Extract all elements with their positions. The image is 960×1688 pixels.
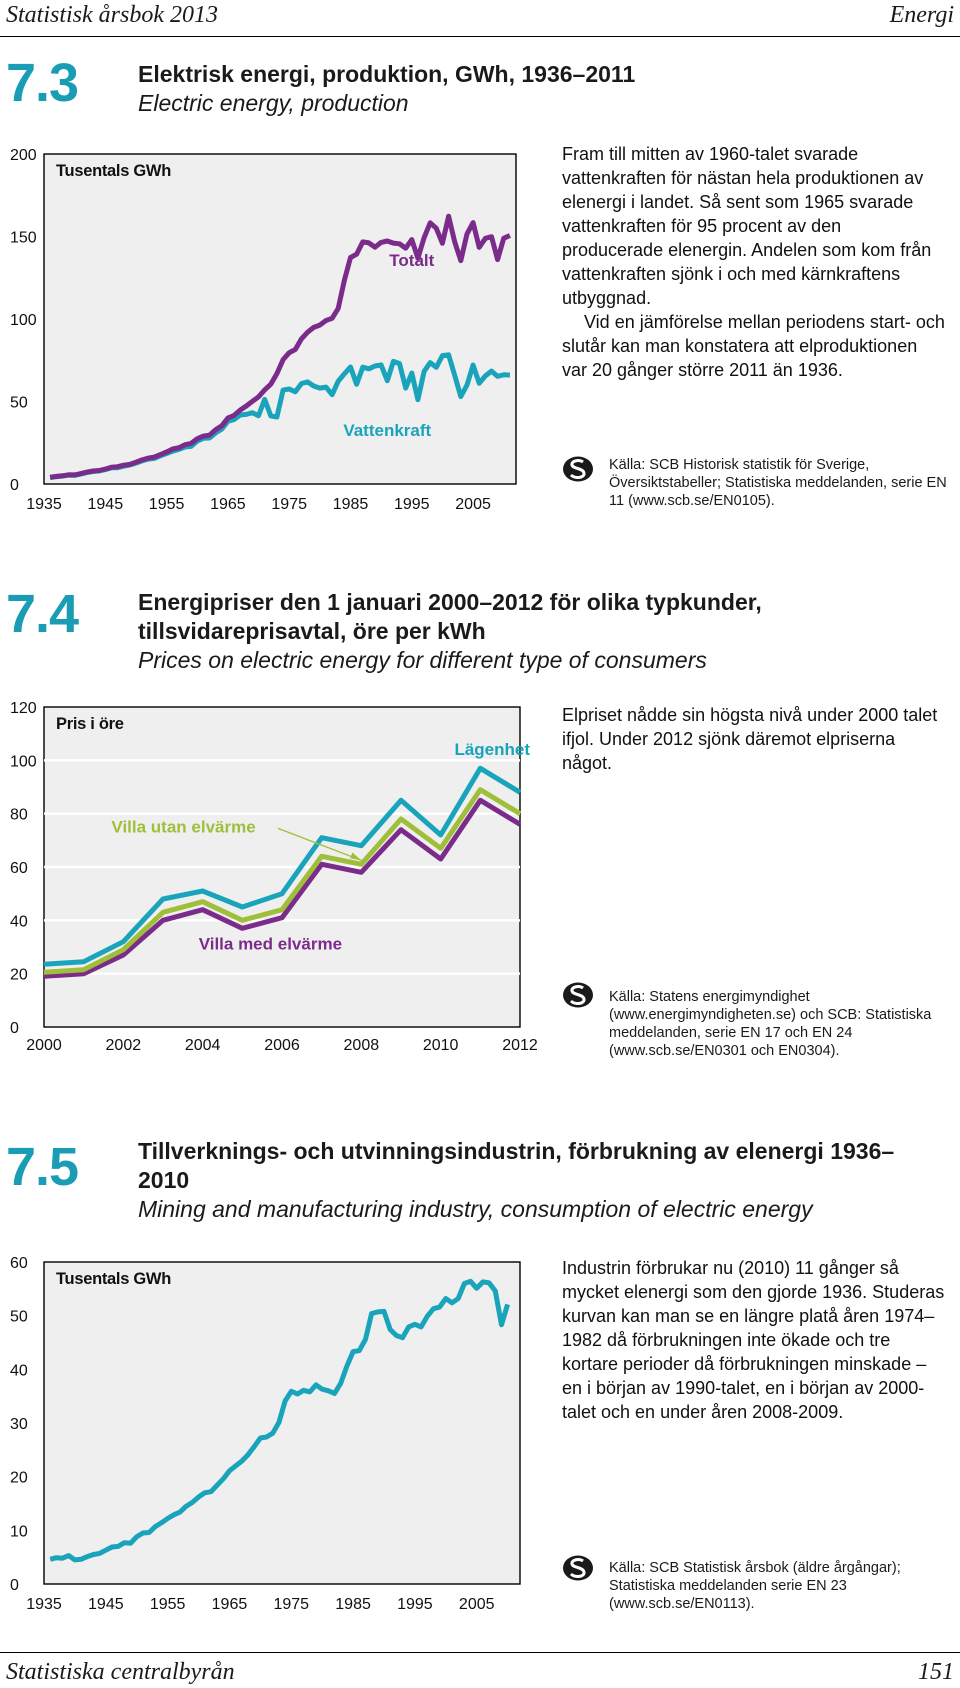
description-7-5: Industrin förbrukar nu (2010) 11 gånger … xyxy=(562,1258,945,1422)
x-tick-label: 1955 xyxy=(149,496,185,513)
x-tick-label: 1995 xyxy=(397,1596,433,1613)
x-tick-label: 2004 xyxy=(185,1037,221,1054)
section-subtitle: Prices on electric energy for different … xyxy=(138,647,707,673)
y-tick-label: 200 xyxy=(10,147,37,164)
x-tick-label: 1995 xyxy=(394,496,430,513)
x-tick-label: 2002 xyxy=(106,1037,142,1054)
annotation-arrowhead xyxy=(350,852,362,861)
scb-logo-icon xyxy=(563,1555,593,1581)
scb-logo-icon xyxy=(563,982,593,1008)
series-line-villa-med-elvarme xyxy=(43,797,522,979)
scb-logo-icon xyxy=(563,456,593,482)
chart-industry-consumption: 0 10 20 30 40 50 60 1935 1945 1955 1965 1975 1985 199… xyxy=(10,1255,521,1613)
x-tick-label: 1965 xyxy=(212,1596,248,1613)
page-header: Statistisk årsbok 2013 Energi xyxy=(0,0,960,37)
y-tick-label: 60 xyxy=(10,1255,28,1272)
series-line-lagenhet xyxy=(43,765,522,967)
legend-label-villa-utan-elvarme: Villa utan elvärme xyxy=(111,817,255,836)
description-7-4: Elpriset nådde sin högsta nivå under 200… xyxy=(562,705,938,773)
y-tick-label: 100 xyxy=(10,312,37,329)
section-title: Elektrisk energi, produktion, GWh, 1936–… xyxy=(138,61,636,87)
section-number-7-5: 7.5 xyxy=(6,1137,79,1197)
chapter-title: Energi xyxy=(889,2,954,28)
section-subtitle: Electric energy, production xyxy=(138,90,409,116)
x-tick-label: 2005 xyxy=(455,496,491,513)
legend-label-lagenhet: Lägenhet xyxy=(454,740,530,759)
y-tick-label: 40 xyxy=(10,913,28,930)
x-tick-label: 1985 xyxy=(335,1596,371,1613)
chart-electric-production: 0 50 100 150 200 1935 1945 1955 1965 1975 1985 1995… xyxy=(10,147,517,513)
x-tick-label: 2012 xyxy=(502,1037,538,1054)
y-tick-label: 20 xyxy=(10,1470,28,1487)
x-tick-label: 1935 xyxy=(26,1596,62,1613)
section-title: Energipriser den 1 januari 2000–2012 för… xyxy=(138,589,762,644)
section-heading-7-4: Energipriser den 1 januari 2000–2012 för… xyxy=(138,588,938,675)
y-tick-label: 0 xyxy=(10,477,19,494)
x-tick-label: 1975 xyxy=(271,496,307,513)
x-tick-label: 1945 xyxy=(88,1596,124,1613)
plot-area xyxy=(43,153,517,485)
y-tick-label: 150 xyxy=(10,230,37,247)
yearbook-title: Statistisk årsbok 2013 xyxy=(6,2,219,28)
x-tick-label: 1985 xyxy=(333,496,369,513)
annotation-arrow-line xyxy=(277,827,362,861)
y-tick-label: 30 xyxy=(10,1416,28,1433)
y-tick-label: 80 xyxy=(10,807,28,824)
unit-label: Tusentals GWh xyxy=(56,162,171,180)
x-tick-label: 1935 xyxy=(26,496,62,513)
series-line-industri xyxy=(49,1278,510,1563)
unit-label: Tusentals GWh xyxy=(56,1270,171,1288)
x-tick-label: 1965 xyxy=(210,496,246,513)
page-number: 151 xyxy=(918,1659,954,1685)
source-7-3: Källa: SCB Historisk statistik för Sveri… xyxy=(609,457,947,509)
chart-energy-prices: 0 20 40 60 80 100 120 2000 2002 2004 2006 2008 2010 2… xyxy=(10,700,538,1054)
y-tick-label: 20 xyxy=(10,967,28,984)
section-heading-7-3: Elektrisk energi, produktion, GWh, 1936–… xyxy=(138,60,938,118)
y-tick-label: 0 xyxy=(10,1577,19,1594)
series-line-villa-utan-elvarme xyxy=(43,787,522,975)
legend-label-vattenkraft: Vattenkraft xyxy=(343,421,431,440)
x-tick-label: 2006 xyxy=(264,1037,300,1054)
x-tick-label: 1945 xyxy=(88,496,124,513)
source-7-5: Källa: SCB Statistisk årsbok (äldre årgå… xyxy=(609,1560,901,1612)
x-tick-label: 2008 xyxy=(344,1037,380,1054)
plot-area xyxy=(43,1261,521,1585)
series-line-totalt xyxy=(49,213,511,480)
source-7-4: Källa: Statens energimyndighet (www.ener… xyxy=(609,989,932,1059)
y-tick-label: 100 xyxy=(10,753,37,770)
legend-label-villa-med-elvarme: Villa med elvärme xyxy=(199,935,342,954)
section-subtitle: Mining and manufacturing industry, consu… xyxy=(138,1196,813,1222)
y-tick-label: 50 xyxy=(10,395,28,412)
x-tick-label: 2010 xyxy=(423,1037,459,1054)
x-tick-label: 1955 xyxy=(150,1596,186,1613)
section-number-7-4: 7.4 xyxy=(6,584,79,644)
unit-label: Pris i öre xyxy=(56,715,124,733)
section-title: Tillverknings- och utvinningsindustrin, … xyxy=(138,1138,895,1193)
description-7-3: Fram till mitten av 1960-talet svarade v… xyxy=(562,142,947,382)
y-tick-label: 120 xyxy=(10,700,37,717)
page-footer: Statistiska centralbyrån 151 xyxy=(0,1652,960,1688)
y-tick-label: 50 xyxy=(10,1309,28,1326)
x-tick-label: 2000 xyxy=(26,1037,62,1054)
y-tick-label: 40 xyxy=(10,1362,28,1379)
y-tick-label: 10 xyxy=(10,1523,28,1540)
section-number-7-3: 7.3 xyxy=(6,53,79,113)
legend-label-totalt: Totalt xyxy=(389,251,434,270)
publisher-name: Statistiska centralbyrån xyxy=(6,1659,235,1685)
description-paragraph: Vid en jämförelse mellan periodens start… xyxy=(562,312,945,380)
section-heading-7-5: Tillverknings- och utvinningsindustrin, … xyxy=(138,1137,938,1224)
y-tick-label: 0 xyxy=(10,1020,19,1037)
x-tick-label: 2005 xyxy=(459,1596,495,1613)
y-tick-label: 60 xyxy=(10,860,28,877)
x-tick-label: 1975 xyxy=(273,1596,309,1613)
description-paragraph: Fram till mitten av 1960-talet svarade v… xyxy=(562,144,932,308)
